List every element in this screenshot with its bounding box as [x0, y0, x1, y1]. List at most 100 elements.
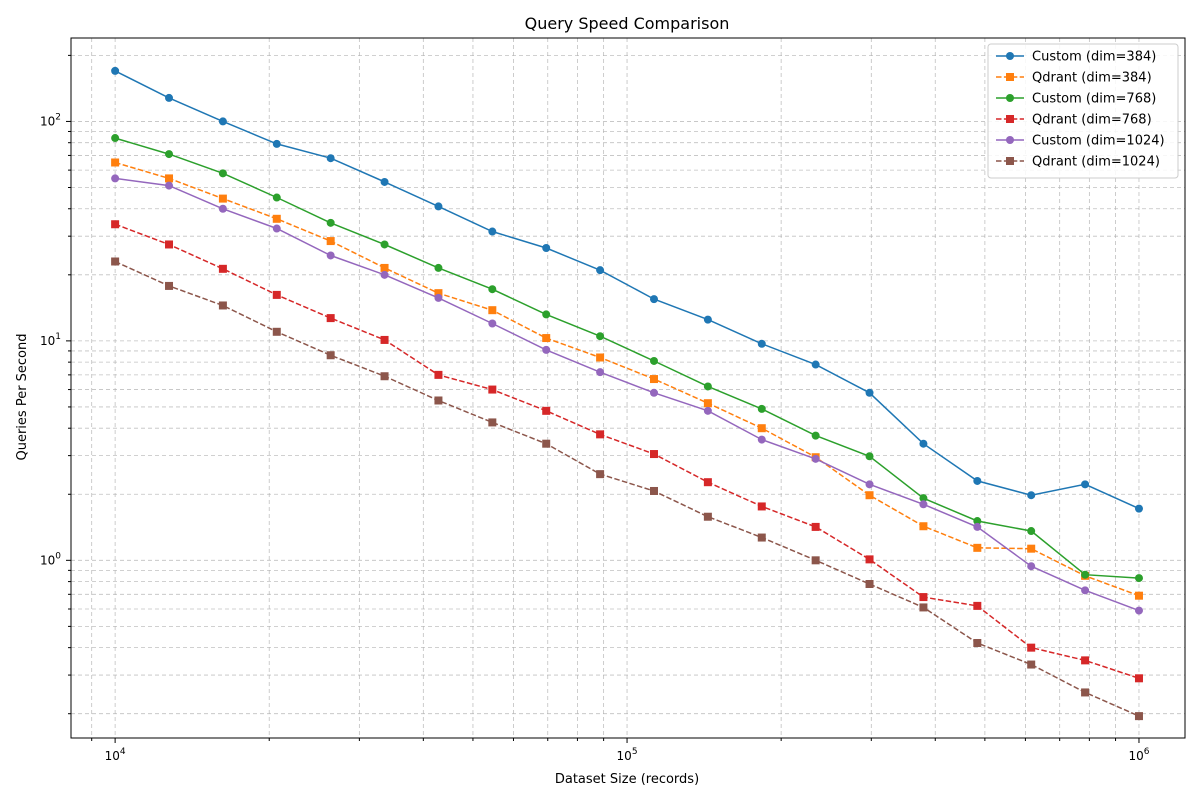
data-point [272, 193, 281, 202]
data-point [488, 385, 497, 394]
data-point [1134, 606, 1143, 615]
data-point [757, 339, 766, 348]
data-point [1134, 574, 1143, 583]
data-point [434, 202, 443, 211]
data-point [811, 556, 820, 565]
data-point [649, 356, 658, 365]
series-4 [111, 220, 1143, 683]
data-point [434, 293, 443, 302]
legend-label: Custom (dim=768) [1032, 92, 1156, 107]
data-point [973, 638, 982, 647]
data-point [973, 601, 982, 610]
data-point [165, 93, 174, 102]
data-point [165, 150, 174, 159]
data-point [380, 270, 389, 279]
data-point [865, 580, 874, 589]
data-point [811, 360, 820, 369]
data-point [865, 491, 874, 500]
data-point [649, 486, 658, 495]
data-point [326, 237, 335, 246]
data-point [973, 517, 982, 526]
data-point [1081, 688, 1090, 697]
data-point [218, 169, 227, 178]
data-point [488, 418, 497, 427]
data-point [1081, 570, 1090, 579]
data-point [596, 470, 605, 479]
data-point [703, 478, 712, 487]
y-axis-label: Queries Per Second [15, 333, 30, 460]
data-point [703, 315, 712, 324]
data-point [1027, 643, 1036, 652]
data-point [757, 502, 766, 511]
series-line [114, 137, 1140, 579]
data-point [542, 345, 551, 354]
plot-frame [70, 37, 1186, 739]
data-point [434, 370, 443, 379]
data-point [111, 158, 120, 167]
data-point [973, 476, 982, 485]
data-point [757, 404, 766, 413]
data-point [380, 263, 389, 272]
legend-item: Custom (dim=768) [996, 92, 1156, 107]
data-point [919, 494, 928, 503]
data-point [218, 117, 227, 126]
data-point [1027, 491, 1036, 500]
y-tick-label: 102 [40, 112, 61, 128]
legend-label: Custom (dim=384) [1032, 50, 1156, 65]
data-point [111, 174, 120, 183]
legend-item: Qdrant (dim=384) [996, 71, 1152, 86]
data-point [111, 134, 120, 143]
series-1 [111, 66, 1143, 513]
data-point [111, 66, 120, 75]
legend: Custom (dim=384) Qdrant (dim=384) Custom (… [987, 43, 1179, 179]
data-point [649, 450, 658, 459]
data-point [757, 424, 766, 433]
data-point [596, 430, 605, 439]
data-point [272, 327, 281, 336]
data-point [703, 382, 712, 391]
data-point [111, 257, 120, 266]
series-line [114, 223, 1140, 680]
data-point [1081, 656, 1090, 665]
legend-marker [1006, 136, 1014, 144]
data-point [1081, 586, 1090, 595]
data-point [218, 301, 227, 310]
series-3 [111, 134, 1143, 583]
data-point [218, 264, 227, 273]
data-point [1134, 591, 1143, 600]
data-point [811, 431, 820, 440]
data-point [1134, 674, 1143, 683]
data-point [326, 314, 335, 323]
data-point [542, 439, 551, 448]
x-axis-label: Dataset Size (records) [555, 772, 699, 787]
data-point [218, 194, 227, 203]
data-point [542, 310, 551, 319]
data-point [865, 388, 874, 397]
data-point [973, 522, 982, 531]
legend-marker [1006, 115, 1014, 123]
data-point [919, 593, 928, 602]
legend-box [987, 43, 1179, 179]
data-point [380, 372, 389, 381]
data-point [380, 335, 389, 344]
data-point [165, 281, 174, 290]
data-point [542, 406, 551, 415]
data-point [649, 295, 658, 304]
y-tick-label: 101 [40, 332, 61, 348]
data-point [165, 240, 174, 249]
data-point [272, 290, 281, 299]
data-point [326, 218, 335, 227]
legend-item: Custom (dim=384) [996, 50, 1156, 65]
data-point [1027, 660, 1036, 669]
data-point [649, 388, 658, 397]
data-point [757, 435, 766, 444]
data-point [434, 289, 443, 298]
data-point [434, 263, 443, 272]
data-point [488, 285, 497, 294]
legend-item: Qdrant (dim=768) [996, 113, 1152, 128]
legend-marker [1006, 94, 1014, 102]
legend-label: Qdrant (dim=1024) [1032, 155, 1160, 170]
legend-marker [1006, 52, 1014, 60]
data-point [542, 244, 551, 253]
